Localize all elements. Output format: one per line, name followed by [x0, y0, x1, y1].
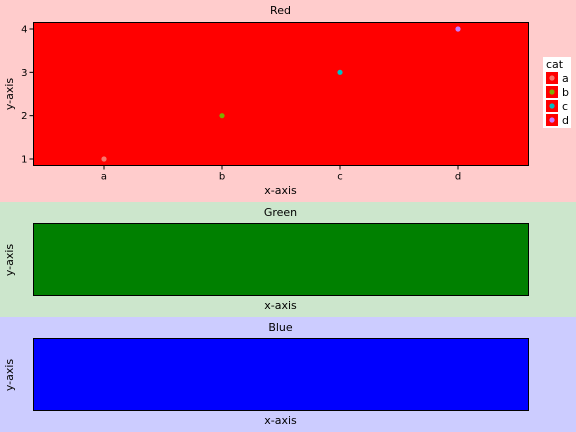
legend-marker-a	[549, 75, 555, 81]
green-panel: Green x-axis y-axis	[0, 202, 576, 317]
x-tick-label: c	[337, 172, 343, 183]
blue-y-axis-label: y-axis	[3, 359, 16, 392]
x-tick-label: b	[219, 172, 225, 183]
legend-label-d: d	[562, 114, 569, 127]
legend-label-c: c	[562, 100, 568, 113]
blue-x-axis-label: x-axis	[264, 414, 297, 427]
green-y-axis-label: y-axis	[3, 244, 16, 277]
legend-marker-c	[549, 103, 555, 109]
green-plot-area	[33, 223, 529, 296]
blue-plot-area	[33, 338, 529, 411]
legend-marker-b	[549, 89, 555, 95]
red-y-ticks: 1 2 3 4	[21, 25, 34, 166]
y-tick-label: 1	[21, 155, 27, 166]
legend-label-b: b	[562, 86, 569, 99]
y-tick-label: 3	[21, 68, 27, 79]
data-point-d	[455, 26, 461, 32]
blue-panel: Blue x-axis y-axis	[0, 317, 576, 432]
legend-marker-d	[549, 117, 555, 123]
y-tick-label: 2	[21, 111, 27, 122]
data-point-b	[219, 113, 225, 119]
red-y-axis-label: y-axis	[3, 78, 16, 111]
y-tick-label: 4	[21, 25, 27, 36]
red-plot-area	[33, 22, 529, 166]
legend-title: cat	[546, 58, 564, 71]
data-point-c	[337, 69, 343, 75]
red-x-axis-label: x-axis	[264, 184, 297, 197]
x-tick-label: d	[455, 172, 461, 183]
x-tick-label: a	[101, 172, 107, 183]
blue-panel-title: Blue	[268, 321, 293, 334]
red-panel-title: Red	[270, 4, 291, 17]
red-x-ticks: a b c d	[101, 165, 461, 183]
data-point-a	[101, 156, 107, 162]
green-panel-title: Green	[264, 206, 297, 219]
legend-label-a: a	[562, 72, 569, 85]
green-x-axis-label: x-axis	[264, 299, 297, 312]
red-points	[101, 26, 461, 162]
